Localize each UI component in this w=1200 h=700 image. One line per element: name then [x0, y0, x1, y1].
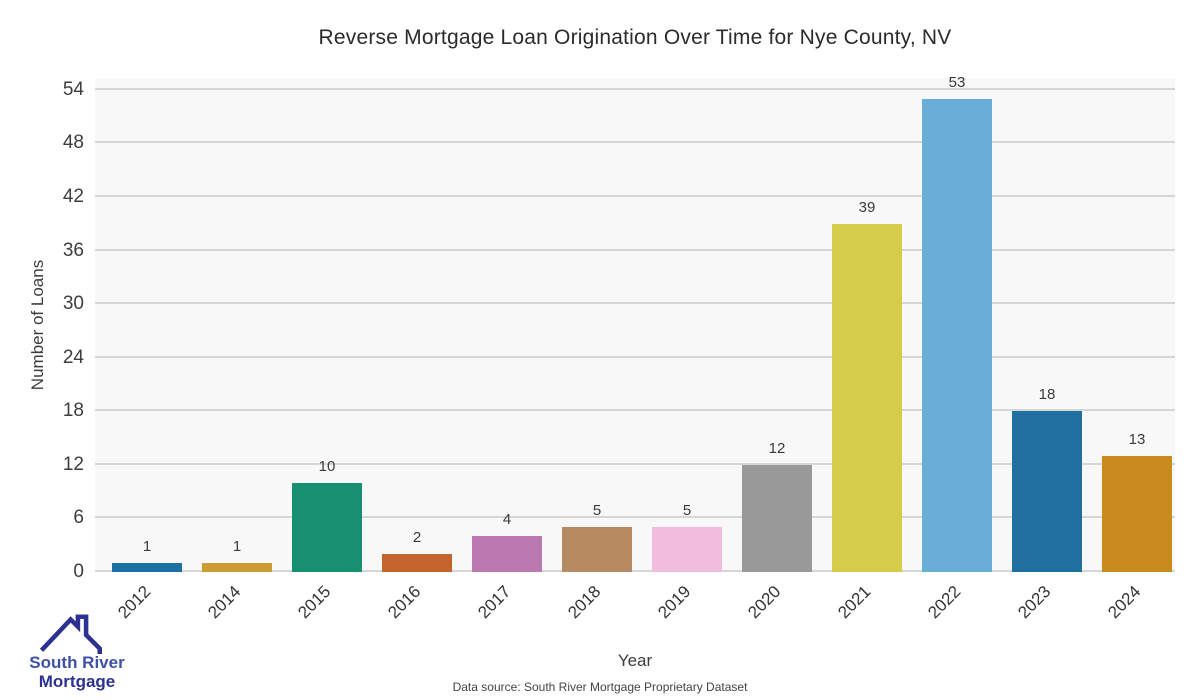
x-tick-label-2020: 2020 [744, 582, 785, 623]
gridline-y-24 [95, 355, 1175, 358]
y-tick-label: 24 [62, 346, 84, 368]
bar-value-label: 13 [1128, 430, 1146, 448]
x-tick-label-2016: 2016 [384, 582, 425, 623]
bar-2016 [382, 554, 452, 572]
bar-value-label: 5 [592, 502, 602, 520]
y-tick-label: 18 [62, 400, 84, 422]
y-tick-label: 54 [62, 78, 84, 100]
bar-value-label: 5 [682, 502, 692, 520]
bar-value-label: 10 [318, 457, 336, 475]
y-tick-label: 0 [73, 561, 84, 582]
x-tick-label-2021: 2021 [834, 582, 875, 623]
house-roof-icon [39, 614, 102, 654]
brand-logo: South River Mortgage [12, 614, 142, 691]
x-tick-label-2022: 2022 [924, 582, 965, 623]
gridline-y-18 [95, 409, 1175, 412]
x-tick-label-2015: 2015 [294, 582, 335, 623]
gridline-y-48 [95, 141, 1175, 144]
gridline-y-54 [95, 87, 1175, 90]
bar-value-label: 4 [502, 511, 512, 529]
bar-value-label: 39 [858, 198, 876, 216]
bar-2020 [742, 464, 812, 572]
logo-line2: Mortgage [38, 672, 116, 691]
bar-2017 [472, 536, 542, 572]
y-tick-label: 30 [62, 293, 84, 315]
bar-2023 [1012, 411, 1082, 572]
bar-2019 [652, 527, 722, 572]
y-tick-label: 42 [62, 185, 84, 207]
bar-value-label: 18 [1038, 386, 1056, 404]
x-tick-label-2018: 2018 [564, 582, 605, 623]
data-source-note: Data source: South River Mortgage Propri… [452, 680, 748, 694]
gridline-y-42 [95, 194, 1175, 197]
y-axis-title: Number of Loans [28, 259, 47, 391]
logo-line1: South River [29, 653, 125, 672]
plot-area [95, 78, 1175, 572]
bar-value-label: 2 [412, 529, 422, 547]
bar-2024 [1102, 455, 1172, 572]
x-tick-label-2017: 2017 [474, 582, 515, 623]
bar-2022 [922, 98, 992, 572]
gridline-y-36 [95, 248, 1175, 251]
gridline-y-6 [95, 516, 1175, 519]
bar-value-label: 1 [232, 538, 242, 556]
bar-value-label: 1 [142, 538, 152, 556]
gridline-y-0 [95, 570, 1175, 572]
x-tick-label-2023: 2023 [1014, 582, 1055, 623]
bar-2018 [562, 527, 632, 572]
chart-title: Reverse Mortgage Loan Origination Over T… [318, 26, 952, 49]
x-tick-label-2019: 2019 [654, 582, 695, 623]
y-tick-label: 12 [62, 453, 84, 475]
x-axis-title: Year [617, 651, 653, 670]
bar-2014 [202, 563, 272, 572]
bar-2021 [832, 223, 902, 572]
x-tick-label-2014: 2014 [204, 582, 245, 623]
y-tick-label: 36 [62, 239, 84, 261]
gridline-y-12 [95, 462, 1175, 465]
x-tick-label-2024: 2024 [1104, 582, 1145, 623]
bar-2012 [112, 563, 182, 572]
bar-2015 [292, 482, 362, 572]
y-tick-label: 6 [73, 507, 84, 529]
gridline-y-30 [95, 302, 1175, 305]
y-tick-label: 48 [62, 132, 84, 154]
bar-value-label: 12 [768, 439, 786, 457]
bar-value-label: 53 [948, 73, 966, 91]
